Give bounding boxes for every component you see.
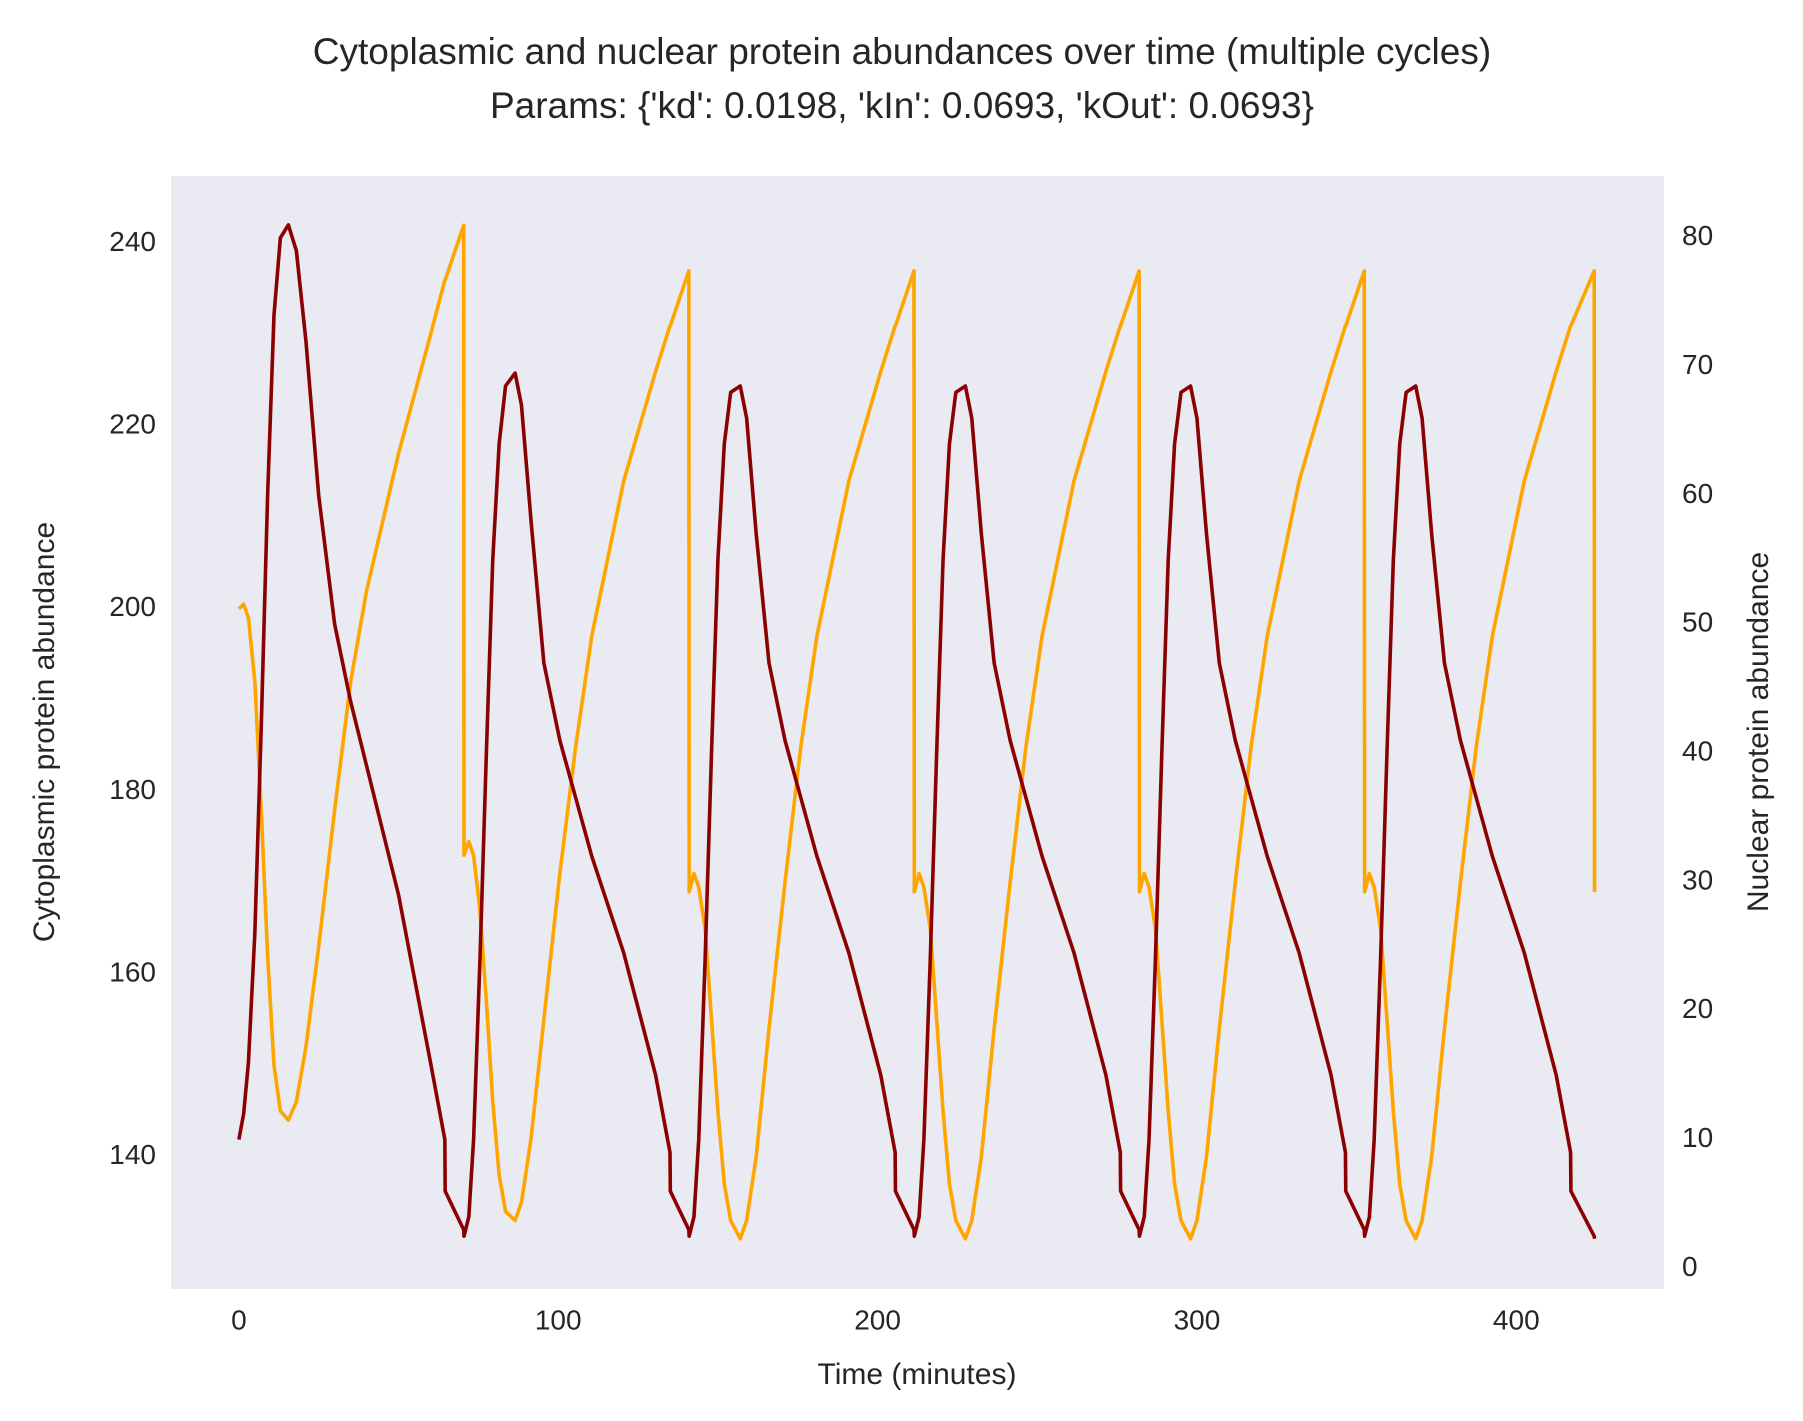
y-tick-label: 200 bbox=[109, 591, 156, 622]
y-tick-label: 180 bbox=[109, 774, 156, 805]
y2-tick-label: 30 bbox=[1682, 864, 1713, 895]
data-line bbox=[237, 223, 1597, 1241]
y-tick-label: 160 bbox=[109, 956, 156, 987]
x-tick-label: 400 bbox=[1493, 1304, 1540, 1335]
x-tick-label: 300 bbox=[1174, 1304, 1221, 1335]
y2-tick-label: 40 bbox=[1682, 736, 1713, 767]
x-tick-label: 0 bbox=[231, 1304, 247, 1335]
y-tick-label: 140 bbox=[109, 1139, 156, 1170]
y2-axis-label: Nuclear protein abundance bbox=[1742, 552, 1775, 912]
y2-tick-label: 60 bbox=[1682, 478, 1713, 509]
chart-title: Cytoplasmic and nuclear protein abundanc… bbox=[313, 31, 1491, 72]
y2-tick-label: 10 bbox=[1682, 1122, 1713, 1153]
y-tick-label: 220 bbox=[109, 409, 156, 440]
y2-tick-label: 80 bbox=[1682, 220, 1713, 251]
plot-area bbox=[171, 176, 1664, 1289]
y2-tick-label: 20 bbox=[1682, 993, 1713, 1024]
data-line bbox=[237, 223, 1597, 1239]
y-tick-label: 240 bbox=[109, 226, 156, 257]
y2-tick-label: 70 bbox=[1682, 349, 1713, 380]
x-tick-label: 200 bbox=[854, 1304, 901, 1335]
y-axis-label: Cytoplasmic protein abundance bbox=[28, 522, 61, 942]
x-axis-label: Time (minutes) bbox=[818, 1358, 1017, 1391]
y2-tick-label: 50 bbox=[1682, 607, 1713, 638]
x-tick-label: 100 bbox=[535, 1304, 582, 1335]
chart-subtitle: Params: {'kd': 0.0198, 'kIn': 0.0693, 'k… bbox=[490, 85, 1314, 126]
y2-tick-label: 0 bbox=[1682, 1251, 1698, 1282]
